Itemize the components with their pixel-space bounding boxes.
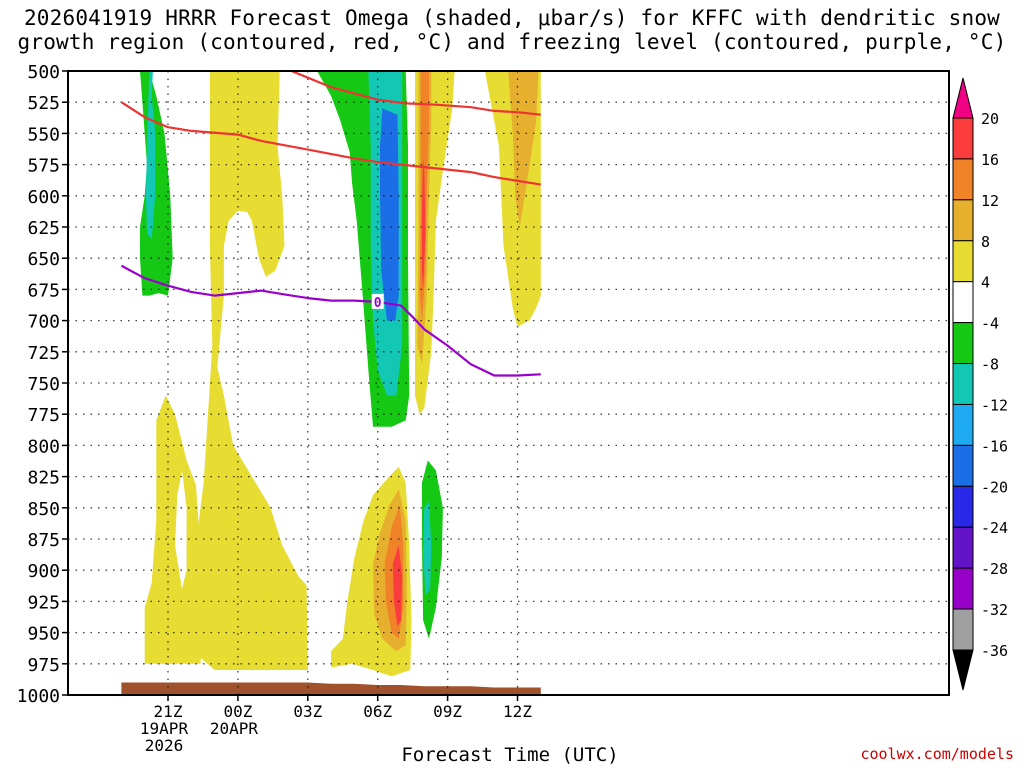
colorbar-bin--36-to--32 [952,608,974,651]
x-tick-label-21-0: 21Z [154,702,183,721]
y-tick-label-900: 900 [27,561,60,582]
contour-lines: 0 [120,71,541,377]
credit-text: coolwx.com/models [860,745,1014,763]
colorbar-bin--24-to--20 [952,485,974,528]
chart-title-line-1: 2026041919 HRRR Forecast Omega (shaded, … [23,6,1001,30]
omega-region-white-hole-21z [175,470,187,589]
x-tick-label-36-0: 12Z [503,702,532,721]
omega-region-teal-19-21z [145,71,156,240]
colorbar-label--24: -24 [981,519,1008,537]
colorbar-bin--16-to--12 [952,403,974,446]
y-tick-label-850: 850 [27,499,60,520]
colorbar-label-16: 16 [981,151,999,169]
x-tick-label-33-0: 09Z [433,702,462,721]
colorbar-bin-12-to-16 [952,158,974,201]
x-tick-label-24-1: 20APR [210,719,259,738]
colorbar-bin--32-to--28 [952,567,974,610]
omega-region-red-08z [422,158,426,290]
colorbar-label-8: 8 [981,233,990,251]
x-tick-label-21-1: 19APR [140,719,189,738]
colorbar-under-arrow [952,649,974,691]
colorbar-label--20: -20 [981,478,1008,496]
colorbar-label-20: 20 [981,110,999,128]
y-tick-label-950: 950 [27,624,60,645]
colorbar-label--16: -16 [981,437,1008,455]
y-tick-label-775: 775 [27,405,60,426]
omega-region-yellow-00z-upper [192,71,285,661]
omega-region-yellow-00z-lower [144,395,201,664]
y-tick-label-550: 550 [27,124,60,145]
x-tick-label-21-2: 2026 [145,736,184,755]
y-tick-label-700: 700 [27,312,60,333]
terrain-fill [121,682,541,695]
colorbar-bin--28-to--24 [952,526,974,569]
colorbar-label-12: 12 [981,192,999,210]
contour-line-2 [120,264,541,377]
chart-title-line-2: growth region (contoured, red, °C) and f… [17,30,1007,54]
y-tick-label-525: 525 [27,93,60,114]
contour-label-2: 0 [374,296,382,311]
omega-shading [140,71,541,677]
y-tick-label-1000: 1000 [17,686,60,707]
omega-region-yellow-00z-mid [198,345,308,670]
x-tick-label-24-0: 00Z [223,702,252,721]
y-tick-label-800: 800 [27,436,60,457]
y-tick-label-725: 725 [27,343,60,364]
y-tick-label-975: 975 [27,655,60,676]
colorbar-label--32: -32 [981,601,1008,619]
colorbar-label-4: 4 [981,274,990,292]
contour-label-bg-2 [371,293,384,309]
omega-region-red-06z-low [392,545,403,627]
x-tick-label-27-0: 03Z [293,702,322,721]
colorbar: 20 16 12 8 4 -4 -8 -12 -16 -20 -24 -28 -32 -36 [952,77,1008,691]
colorbar-label--28: -28 [981,560,1008,578]
y-axis: 500 525 550 575 600 625 650 675 700 725 750 775 800 8… [17,62,68,707]
y-tick-label-925: 925 [27,592,60,613]
colorbar-label--8: -8 [981,356,999,374]
y-tick-label-750: 750 [27,374,60,395]
colorbar-bin-8-to-12 [952,199,974,242]
y-tick-label-500: 500 [27,62,60,83]
y-tick-label-600: 600 [27,187,60,208]
x-axis-title: Forecast Time (UTC) [401,744,619,766]
colorbar-label--36: -36 [981,642,1008,660]
chart-title: 2026041919 HRRR Forecast Omega (shaded, … [0,6,1024,54]
y-tick-label-650: 650 [27,249,60,270]
y-tick-label-575: 575 [27,156,60,177]
omega-region-amber-12z [508,71,539,227]
contour-line-1 [291,71,541,116]
omega-region-green-19-21z [140,71,173,296]
y-tick-label-875: 875 [27,530,60,551]
colorbar-label--4: -4 [981,315,999,333]
y-tick-label-675: 675 [27,280,60,301]
contour-line-0 [120,101,541,186]
colorbar-bin-16-to-20 [952,117,974,160]
colorbar-label--12: -12 [981,396,1008,414]
terrain-layer [121,682,541,695]
y-tick-label-625: 625 [27,218,60,239]
omega-region-teal-08z-low [423,501,432,596]
colorbar-bin-4-to-8 [952,240,974,283]
colorbar-bin--8-to--4 [952,322,974,365]
x-tick-label-30-0: 06Z [363,702,392,721]
colorbar-bin--4-to-4 [952,281,974,324]
colorbar-bin--20-to--16 [952,444,974,487]
colorbar-bin--12-to--8 [952,363,974,405]
omega-region-blue-05z [380,108,399,321]
y-tick-label-825: 825 [27,468,60,489]
colorbar-over-arrow [952,77,974,119]
